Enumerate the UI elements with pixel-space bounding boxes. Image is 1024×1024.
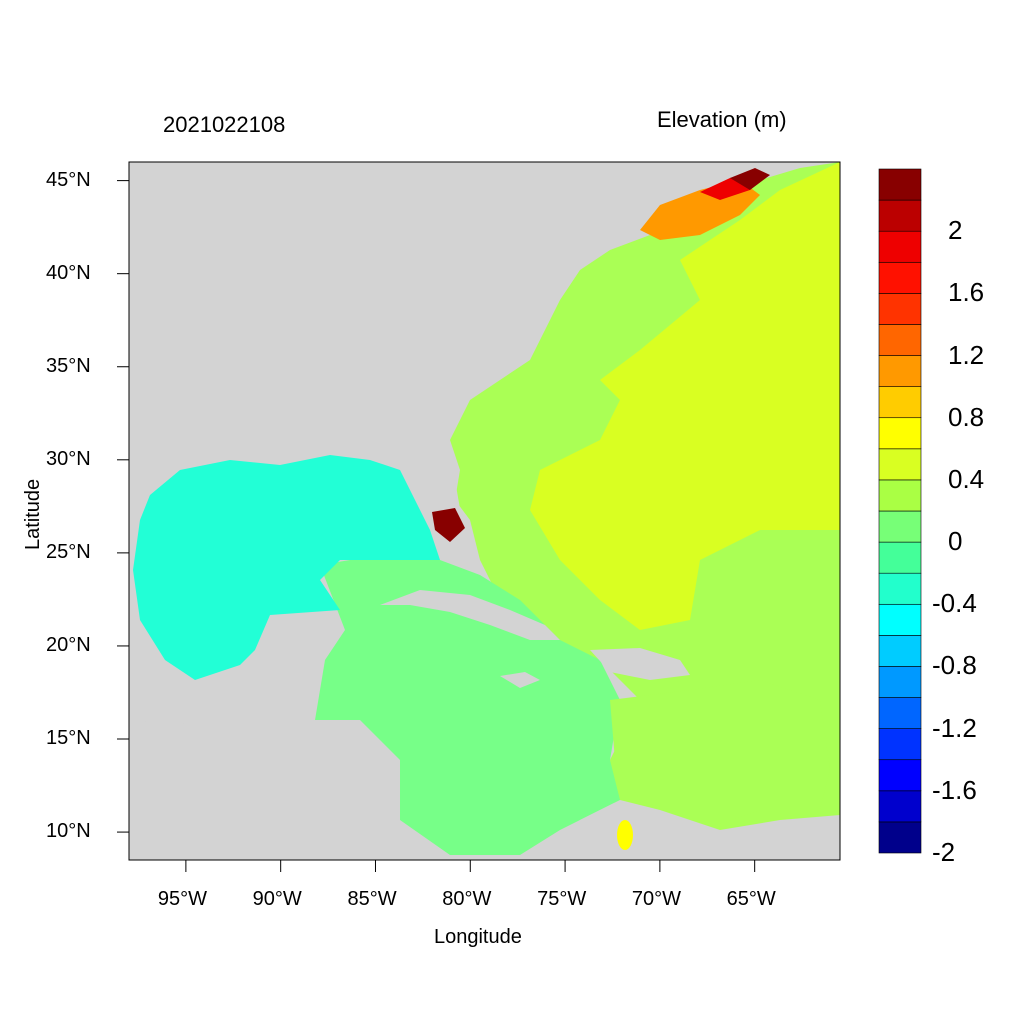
colorbar-swatch [878, 790, 922, 823]
colorbar-label: 0.8 [948, 401, 985, 432]
y-tick-label: 10°N [46, 820, 91, 843]
plot-frame [128, 161, 841, 861]
colorbar-swatch [878, 230, 922, 263]
colorbar-label: -1.2 [932, 712, 977, 743]
map-timestamp: 2021022108 [163, 112, 286, 137]
y-tick-label: 40°N [46, 261, 91, 284]
x-tick-label: 95°W [157, 888, 207, 910]
x-tick-label: 65°W [726, 888, 776, 910]
x-tick-label: 90°W [252, 888, 302, 910]
y-tick-label: 30°N [46, 447, 91, 470]
colorbar-swatch [878, 635, 922, 667]
central-america-land [129, 720, 430, 860]
colorbar-swatch [878, 417, 922, 450]
colorbar-swatch [878, 261, 922, 294]
jamaica-island [500, 672, 540, 688]
surge-northeast-max [730, 168, 770, 190]
y-tick-label: 45°N [46, 168, 91, 191]
y-tick-label: 15°N [46, 727, 91, 749]
colorbar-label: 1.2 [948, 339, 985, 370]
colorbar-swatch [878, 603, 922, 636]
hispaniola-island [590, 648, 690, 680]
colorbar-swatch [878, 324, 922, 356]
y-axis-label: Latitude [22, 478, 44, 550]
lake-maracaibo [617, 820, 633, 850]
colorbar-swatch [878, 199, 922, 232]
colorbar-swatch [878, 759, 922, 792]
atlantic-high-region [530, 162, 840, 630]
x-axis-ticks [185, 860, 756, 872]
colorbar-swatch [878, 293, 922, 325]
x-tick-label: 85°W [347, 888, 397, 910]
y-tick-label: 35°N [46, 354, 91, 377]
colorbar-swatch [878, 448, 922, 481]
colorbar-swatch [878, 728, 922, 761]
colorbar-swatch [878, 510, 922, 543]
y-axis-ticks [117, 180, 129, 833]
colorbar-label: 0.4 [948, 463, 985, 494]
colorbar-label: 0 [948, 526, 963, 557]
colorbar-swatch [878, 541, 922, 574]
map-variable-title: Elevation (m) [657, 107, 787, 132]
colorbar-swatch [878, 697, 922, 729]
colorbar-label: -0.8 [932, 650, 977, 681]
x-axis-label: Longitude [434, 926, 522, 948]
colorbar-swatch [878, 572, 922, 605]
colorbar-swatch [878, 168, 922, 201]
colorbar-label: -0.4 [932, 588, 977, 619]
colorbar-label: -1.6 [932, 774, 977, 805]
surge-south-florida [432, 508, 465, 542]
x-tick-label: 75°W [537, 888, 587, 910]
y-tick-label: 20°N [46, 633, 91, 656]
colorbar-swatch [878, 666, 922, 698]
colorbar-label: 2 [948, 215, 963, 246]
x-tick-label: 80°W [442, 888, 492, 910]
colorbar-swatch [878, 386, 922, 419]
gulf-of-mexico [133, 455, 440, 680]
x-tick-label: 70°W [631, 888, 681, 910]
map-field [129, 162, 840, 860]
colorbar-label: -2 [932, 837, 956, 867]
colorbar-swatch [878, 479, 922, 512]
colorbar-label: 1.6 [948, 277, 985, 308]
colorbar [878, 168, 922, 854]
eastern-caribbean [610, 680, 830, 830]
colorbar-swatch [878, 355, 922, 387]
colorbar-swatch [878, 821, 922, 854]
cuba-island [380, 590, 560, 640]
y-tick-label: 25°N [46, 540, 91, 563]
